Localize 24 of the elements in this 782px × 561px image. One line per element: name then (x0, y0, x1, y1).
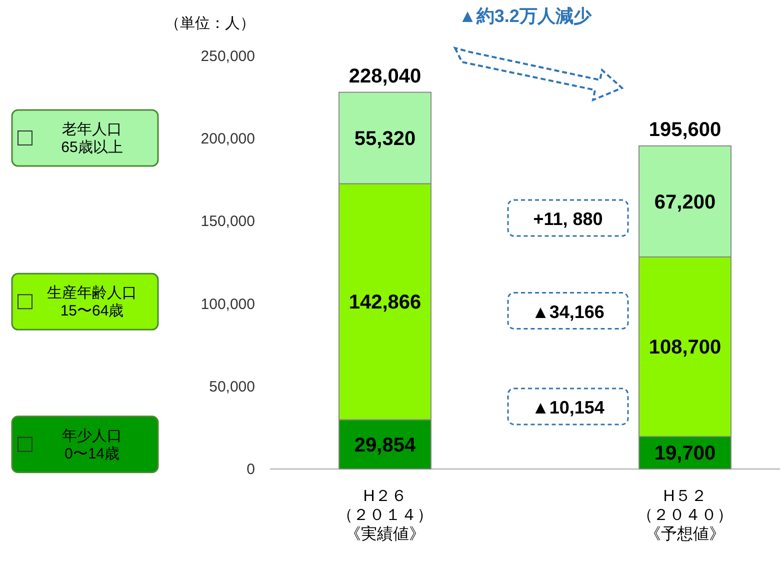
text: ▲約3.2万人減少 (458, 6, 592, 26)
data-label: 19,700 (654, 442, 716, 465)
x-tick-label: H２６（２０１４）《実績値》 (337, 488, 433, 544)
data-label: 108,700 (648, 336, 722, 359)
legend-label: 年少人口 0〜14歳 (62, 427, 122, 462)
annotation: ▲34,166 (532, 302, 604, 322)
data-label: 55,320 (354, 128, 416, 150)
x-tick-label: H５２（２０４０）《予想値》 (637, 488, 733, 544)
annotation: +11, 880 (533, 209, 603, 230)
legend-label: 老年人口 65歳以上 (61, 120, 123, 156)
total-label: 195,600 (648, 118, 722, 141)
data-label: 67,200 (654, 191, 716, 214)
data-label: 29,854 (354, 434, 416, 456)
y-tick-label: 0 (246, 461, 255, 478)
annotation: ▲10,154 (532, 397, 604, 418)
total-label: 228,040 (348, 65, 422, 88)
y-tick-label: 150,000 (200, 213, 255, 230)
y-axis-title: （単位：人） (165, 15, 255, 32)
y-tick-label: 250,000 (200, 48, 255, 65)
legend-label: 生産年齢人口 15〜64歳 (47, 284, 137, 320)
data-label: 142,866 (348, 292, 422, 314)
y-tick-label: 100,000 (200, 296, 255, 313)
y-tick-label: 200,000 (200, 130, 255, 148)
y-tick-label: 50,000 (209, 378, 255, 396)
